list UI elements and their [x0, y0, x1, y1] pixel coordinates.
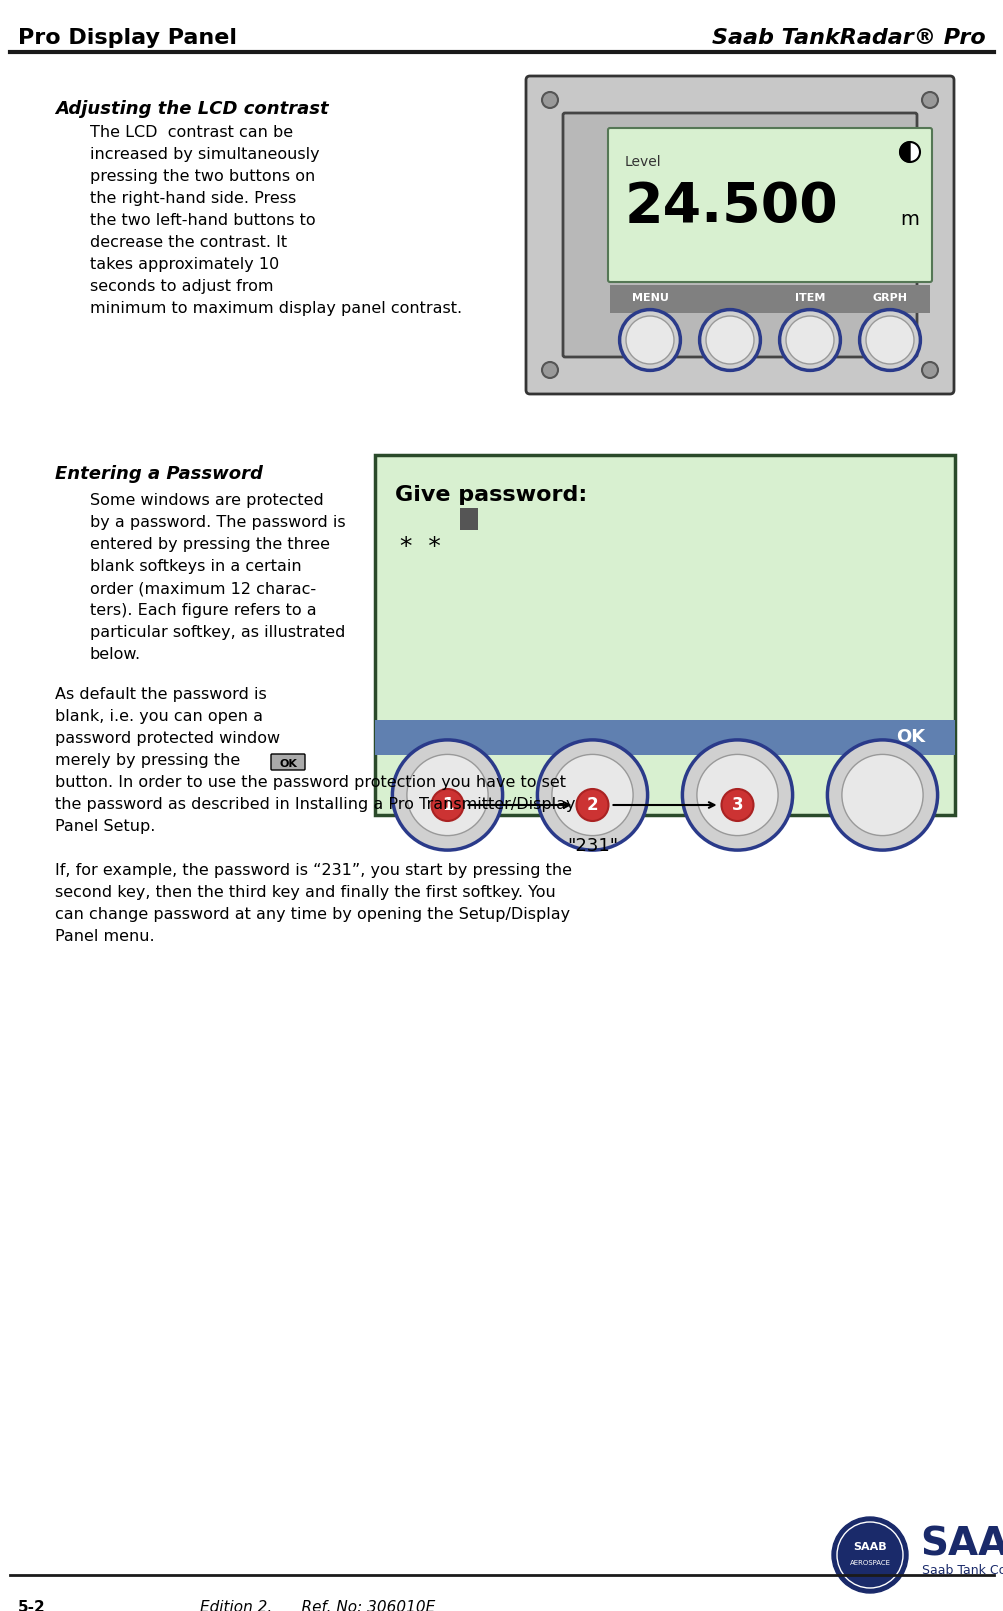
Text: Panel menu.: Panel menu.: [55, 930, 154, 944]
Circle shape: [431, 789, 463, 822]
Circle shape: [619, 309, 680, 371]
Text: 3: 3: [731, 796, 742, 814]
Circle shape: [542, 362, 558, 379]
Circle shape: [576, 789, 608, 822]
Circle shape: [831, 1518, 907, 1593]
Text: particular softkey, as illustrated: particular softkey, as illustrated: [90, 625, 345, 640]
FancyBboxPatch shape: [271, 754, 305, 770]
Text: decrease the contrast. It: decrease the contrast. It: [90, 235, 287, 250]
Circle shape: [552, 754, 633, 836]
Text: the password as described in Installing a Pro Transmitter/Display: the password as described in Installing …: [55, 797, 575, 812]
Text: OK: OK: [895, 728, 924, 746]
Text: *  *: * *: [399, 535, 440, 559]
Text: the two left-hand buttons to: the two left-hand buttons to: [90, 213, 315, 229]
FancyBboxPatch shape: [563, 113, 916, 358]
Text: password protected window: password protected window: [55, 731, 280, 746]
Text: by a password. The password is: by a password. The password is: [90, 516, 345, 530]
Text: "231": "231": [567, 838, 618, 855]
Wedge shape: [899, 142, 909, 163]
Text: the right-hand side. Press: the right-hand side. Press: [90, 192, 296, 206]
Circle shape: [626, 316, 673, 364]
Text: increased by simultaneously: increased by simultaneously: [90, 147, 319, 163]
Text: GRPH: GRPH: [872, 293, 907, 303]
Text: 24.500: 24.500: [625, 180, 838, 234]
Circle shape: [778, 309, 840, 371]
Circle shape: [406, 754, 487, 836]
Bar: [375, 720, 954, 756]
Text: below.: below.: [90, 648, 141, 662]
Text: Pro Display Panel: Pro Display Panel: [18, 27, 237, 48]
FancyBboxPatch shape: [526, 76, 953, 395]
Bar: [459, 507, 477, 530]
Text: Panel Setup.: Panel Setup.: [55, 818, 155, 834]
Text: button. In order to use the password protection you have to set: button. In order to use the password pro…: [55, 775, 566, 789]
Text: Saab TankRadar® Pro: Saab TankRadar® Pro: [712, 27, 985, 48]
Text: If, for example, the password is “231”, you start by pressing the: If, for example, the password is “231”, …: [55, 863, 572, 878]
Text: SAAB: SAAB: [919, 1526, 1003, 1564]
Circle shape: [682, 739, 791, 851]
Circle shape: [826, 739, 937, 851]
Circle shape: [899, 142, 919, 163]
Text: AEROSPACE: AEROSPACE: [849, 1559, 890, 1566]
Text: merely by pressing the: merely by pressing the: [55, 752, 240, 768]
Text: minimum to maximum display panel contrast.: minimum to maximum display panel contras…: [90, 301, 461, 316]
Text: pressing the two buttons on: pressing the two buttons on: [90, 169, 315, 184]
Text: Give password:: Give password:: [394, 485, 587, 504]
Text: SAAB: SAAB: [853, 1542, 886, 1551]
Text: MENU: MENU: [631, 293, 668, 303]
Text: 1: 1: [441, 796, 452, 814]
Circle shape: [859, 309, 920, 371]
Circle shape: [785, 316, 833, 364]
Circle shape: [392, 739, 503, 851]
Text: blank, i.e. you can open a: blank, i.e. you can open a: [55, 709, 263, 723]
Text: The LCD  contrast can be: The LCD contrast can be: [90, 126, 293, 140]
Text: As default the password is: As default the password is: [55, 686, 267, 702]
Text: Adjusting the LCD contrast: Adjusting the LCD contrast: [55, 100, 328, 118]
Text: takes approximately 10: takes approximately 10: [90, 258, 279, 272]
Text: 5-2: 5-2: [18, 1600, 46, 1611]
Circle shape: [705, 316, 753, 364]
Text: ters). Each figure refers to a: ters). Each figure refers to a: [90, 603, 316, 619]
Text: Saab Tank Control: Saab Tank Control: [921, 1564, 1003, 1577]
Text: 2: 2: [586, 796, 598, 814]
Text: Edition 2.      Ref. No: 306010E: Edition 2. Ref. No: 306010E: [200, 1600, 435, 1611]
Text: order (maximum 12 charac-: order (maximum 12 charac-: [90, 582, 316, 596]
Circle shape: [921, 92, 937, 108]
Circle shape: [699, 309, 759, 371]
Text: seconds to adjust from: seconds to adjust from: [90, 279, 273, 293]
FancyBboxPatch shape: [375, 454, 954, 815]
Circle shape: [837, 1522, 902, 1588]
Circle shape: [921, 362, 937, 379]
Text: entered by pressing the three: entered by pressing the three: [90, 536, 330, 553]
Circle shape: [721, 789, 752, 822]
Circle shape: [842, 754, 922, 836]
Bar: [610, 285, 929, 313]
Circle shape: [537, 739, 647, 851]
Text: blank softkeys in a certain: blank softkeys in a certain: [90, 559, 301, 574]
Text: ITEM: ITEM: [794, 293, 824, 303]
Text: can change password at any time by opening the Setup/Display: can change password at any time by openi…: [55, 907, 570, 921]
Circle shape: [866, 316, 913, 364]
Bar: [389, 525, 939, 562]
Text: OK: OK: [279, 759, 297, 768]
Text: m: m: [899, 209, 918, 229]
Circle shape: [696, 754, 777, 836]
Text: Level: Level: [625, 155, 661, 169]
Circle shape: [542, 92, 558, 108]
Text: Entering a Password: Entering a Password: [55, 466, 263, 483]
Text: Some windows are protected: Some windows are protected: [90, 493, 323, 507]
FancyBboxPatch shape: [608, 127, 931, 282]
Text: second key, then the third key and finally the first softkey. You: second key, then the third key and final…: [55, 884, 556, 901]
